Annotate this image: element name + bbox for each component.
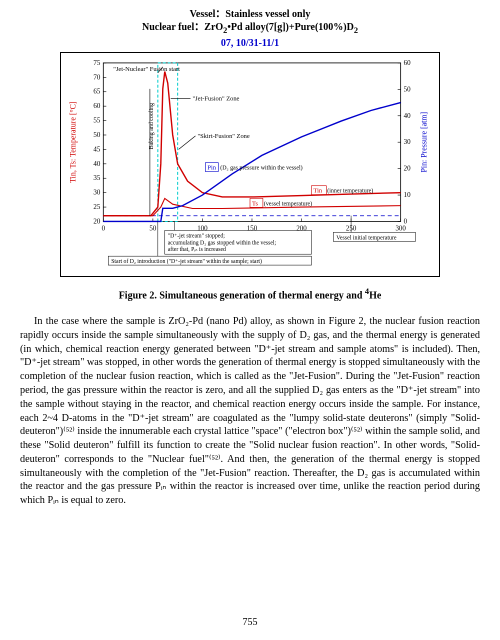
svg-text:0: 0 [404,218,408,225]
svg-text:Pin: Pressure [atm]: Pin: Pressure [atm] [419,111,428,172]
svg-text:30: 30 [404,139,411,146]
svg-text:"D⁺-jet stream" stopped;: "D⁺-jet stream" stopped; [168,232,225,239]
svg-text:45: 45 [93,146,100,153]
svg-text:Vessel initial temperature: Vessel initial temperature [336,235,397,241]
svg-text:accumulating D₂ gas stopped wi: accumulating D₂ gas stopped within the v… [168,240,277,246]
header-line3: 07, 10/31-11/1 [20,37,480,50]
svg-text:(inner temperature): (inner temperature) [327,187,373,194]
page-number: 755 [0,617,500,628]
svg-text:20: 20 [404,165,411,172]
svg-text:Pin: Pin [207,164,216,171]
svg-text:60: 60 [93,103,100,110]
svg-text:55: 55 [93,117,100,124]
svg-text:25: 25 [93,204,100,211]
svg-text:65: 65 [93,89,100,96]
body-paragraph: In the case where the sample is ZrO₂-Pd … [20,315,480,508]
svg-text:"Jet-Nuclear" Fusion start: "Jet-Nuclear" Fusion start [113,66,180,73]
svg-text:60: 60 [404,60,411,67]
chart-header: Vessel：Stainless vessel only Nuclear fue… [20,8,480,50]
svg-text:300: 300 [395,225,406,232]
header-line1: Vessel：Stainless vessel only [20,8,480,21]
svg-text:50: 50 [404,86,411,93]
svg-text:0: 0 [102,225,106,232]
figure-caption: Figure 2. Simultaneous generation of the… [20,287,480,301]
header-line2: Nuclear fuel：ZrO2•Pd alloy(7[g])+Pure(10… [20,21,480,37]
svg-text:40: 40 [404,113,411,120]
svg-text:after that, Pᵢₙ is increased: after that, Pᵢₙ is increased [168,246,226,253]
svg-text:(vessel temperature): (vessel temperature) [264,200,312,207]
svg-text:20: 20 [93,218,100,225]
chart: 20 25 30 35 40 45 50 55 60 65 70 75 0 10 20 30 40 50 60 0 50… [60,52,440,277]
svg-text:(D₂ gas pressure within the ve: (D₂ gas pressure within the vessel) [220,164,302,171]
svg-text:30: 30 [93,189,100,196]
svg-text:"Jet-Fusion" Zone: "Jet-Fusion" Zone [193,95,240,102]
svg-text:250: 250 [346,225,357,232]
svg-text:200: 200 [296,225,307,232]
svg-text:10: 10 [404,192,411,199]
svg-text:35: 35 [93,175,100,182]
svg-text:40: 40 [93,161,100,168]
chart-svg: 20 25 30 35 40 45 50 55 60 65 70 75 0 10 20 30 40 50 60 0 50… [61,53,439,276]
svg-text:50: 50 [93,132,100,139]
svg-text:150: 150 [247,225,258,232]
svg-text:Start of D₂ introduction ("D⁺-: Start of D₂ introduction ("D⁺-jet stream… [111,258,262,265]
svg-text:70: 70 [93,74,100,81]
svg-text:Ts: Ts [252,200,258,207]
svg-text:"Skirt-Fusion" Zone: "Skirt-Fusion" Zone [197,133,249,140]
svg-text:Tin: Tin [313,187,322,194]
svg-text:Tin, Ts: Temperature [°C]: Tin, Ts: Temperature [°C] [69,101,78,183]
svg-text:50: 50 [149,225,156,232]
svg-text:100: 100 [197,225,208,232]
svg-text:75: 75 [93,60,100,67]
